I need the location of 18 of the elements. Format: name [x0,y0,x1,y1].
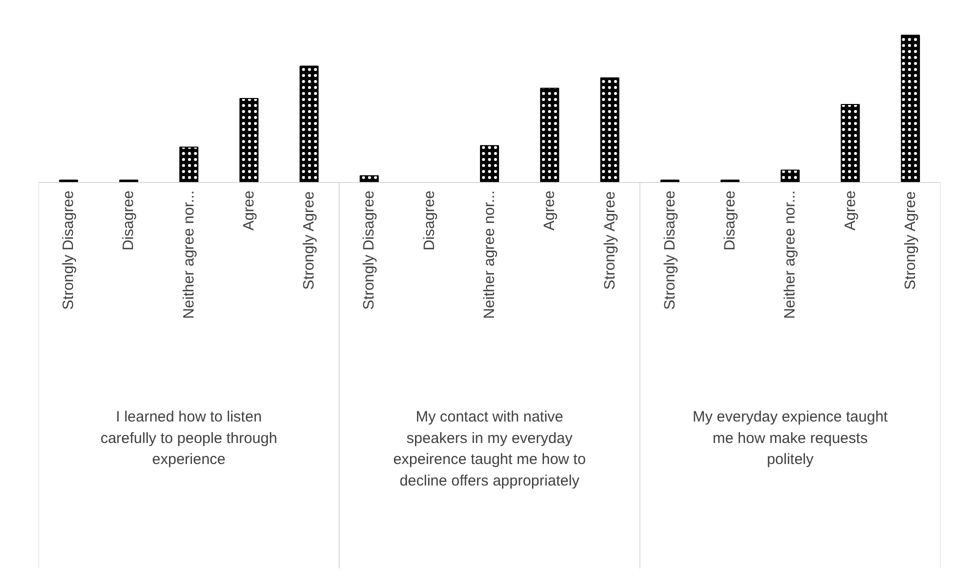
x-tick-label: Strongly Agree [300,191,318,290]
x-tick-label: Agree [240,190,258,231]
text: My contact with native speakers in my everyday expeirence taught me how to decline offers appropriately [393,408,586,490]
x-tick-label: Agree [541,190,558,231]
x-tick-label: Strongly Disagree [360,190,378,310]
x-tick-label: Neither agree nor... [180,190,198,319]
text: My everyday expience taught me how make requests politely [692,408,889,468]
x-tick-label: Agree [842,190,859,231]
x-tick-label: Strongly Disagree [60,190,78,310]
x-tick-label: Neither agree nor... [481,190,498,319]
x-tick-label: Disagree [420,190,438,251]
text: I learned how to listen carefully to people through experience [100,408,278,468]
x-tick-label: Strongly Disagree [661,190,678,310]
x-tick-label: Strongly Agree [902,191,919,290]
x-tick-label: Disagree [722,190,739,251]
x-tick-label: Strongly Agree [601,191,618,290]
x-tick-label: Disagree [120,190,138,251]
x-tick-label: Neither agree nor... [782,190,799,319]
